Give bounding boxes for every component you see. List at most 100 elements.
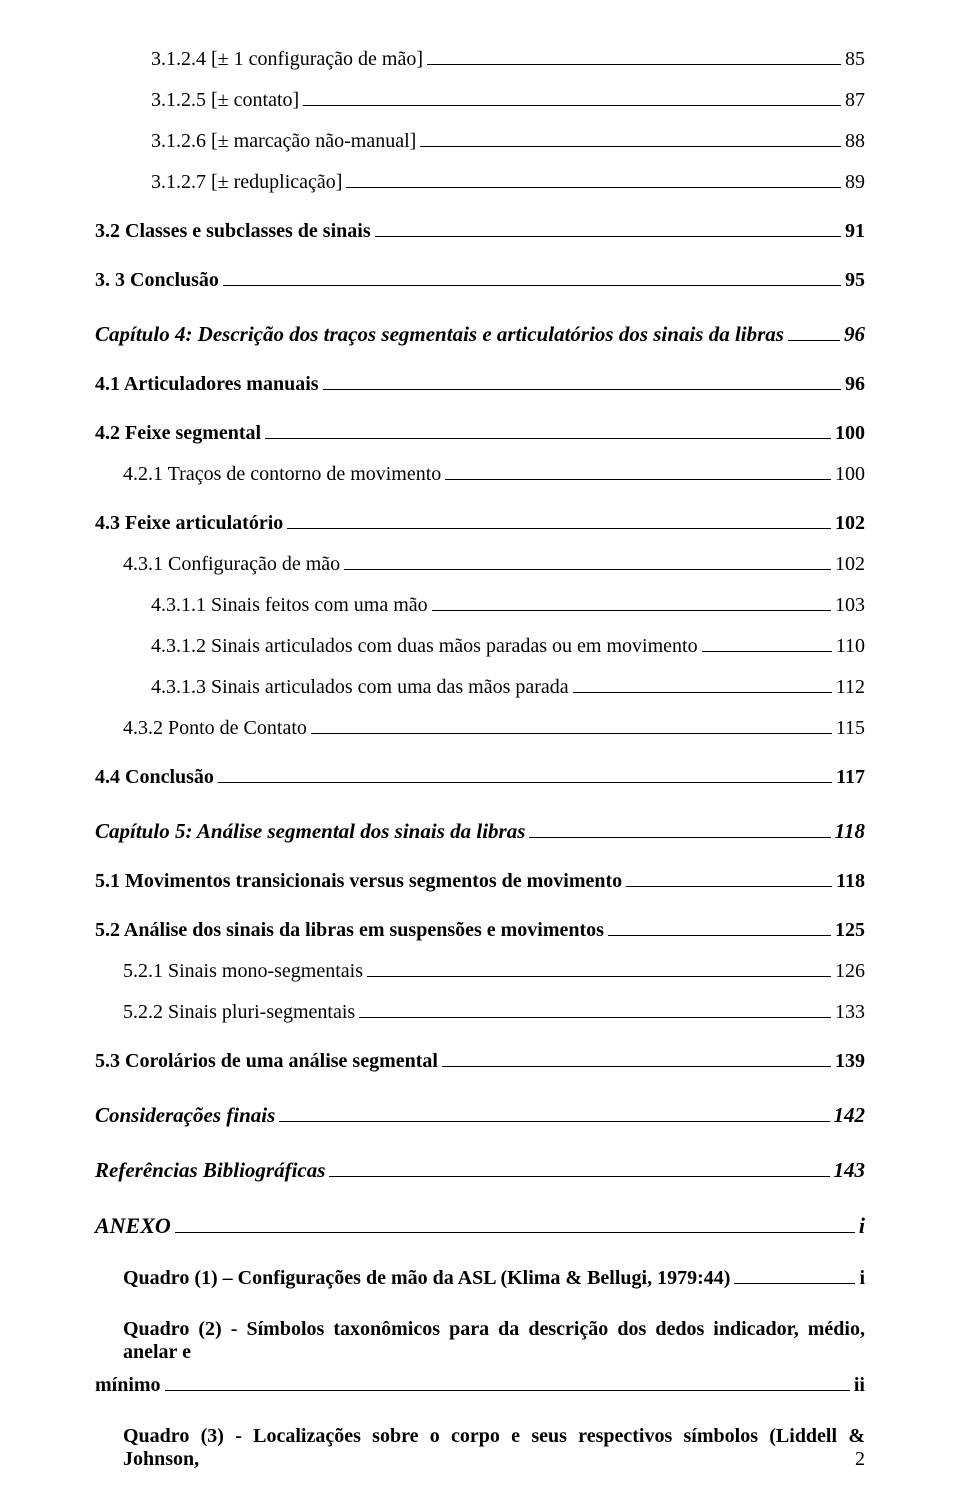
toc-entry: 3.1.2.6 [± marcação não-manual] 88 [95, 130, 865, 153]
toc-entry: 3.1.2.4 [± 1 configuração de mão] 85 [95, 48, 865, 71]
toc-leader [311, 733, 832, 734]
toc-label: 4.3.1 Configuração de mão [123, 553, 340, 576]
toc-label: 3.1.2.4 [± 1 configuração de mão] [151, 48, 423, 71]
toc-leader [175, 1232, 855, 1233]
toc-label: 5.1 Movimentos transicionais versus segm… [95, 870, 622, 893]
quadro-entry: Quadro (2) - Símbolos taxonômicos para d… [95, 1318, 865, 1397]
toc-leader [346, 187, 841, 188]
toc-entry: 3. 3 Conclusão 95 [95, 269, 865, 292]
toc-chapter: Considerações finais 142 [95, 1103, 865, 1128]
toc-leader [420, 146, 841, 147]
toc-leader [265, 438, 831, 439]
toc-leader [427, 64, 841, 65]
toc-entry: 4.3.1 Configuração de mão 102 [95, 553, 865, 576]
toc-entry: 3.1.2.5 [± contato] 87 [95, 89, 865, 112]
toc-leader [702, 651, 832, 652]
toc-page: 115 [836, 717, 865, 740]
toc-entry: 4.3.1.3 Sinais articulados com uma das m… [95, 676, 865, 699]
toc-leader [734, 1283, 855, 1284]
toc-leader [608, 935, 831, 936]
toc-label: 5.2.1 Sinais mono-segmentais [123, 960, 363, 983]
toc-page: 87 [845, 89, 865, 112]
toc-leader [442, 1066, 831, 1067]
toc-chapter: Referências Bibliográficas 143 [95, 1158, 865, 1183]
quadro-page: i [859, 1267, 865, 1290]
toc-page: 133 [835, 1001, 865, 1024]
toc-label: 4.4 Conclusão [95, 766, 214, 789]
toc-page: 118 [835, 819, 865, 844]
quadro-entry: Quadro (1) – Configurações de mão da ASL… [95, 1267, 865, 1290]
toc-leader [287, 528, 831, 529]
toc-leader [223, 285, 841, 286]
toc-page: 102 [835, 512, 865, 535]
toc-label: 3. 3 Conclusão [95, 269, 219, 292]
quadro-label: Quadro (1) – Configurações de mão da ASL… [123, 1267, 730, 1290]
toc-label: 4.2 Feixe segmental [95, 422, 261, 445]
toc-entry: 4.2.1 Traços de contorno de movimento 10… [95, 463, 865, 486]
toc-page: 142 [834, 1103, 866, 1128]
toc-label: 5.3 Corolários de uma análise segmental [95, 1050, 438, 1073]
toc-entry: 5.2.1 Sinais mono-segmentais 126 [95, 960, 865, 983]
toc-leader [329, 1176, 829, 1177]
toc-page: 96 [845, 373, 865, 396]
toc-entry: 5.1 Movimentos transicionais versus segm… [95, 870, 865, 893]
page-container: 3.1.2.4 [± 1 configuração de mão] 85 3.1… [0, 0, 960, 1511]
toc-leader [323, 389, 841, 390]
toc-label: 4.2.1 Traços de contorno de movimento [123, 463, 441, 486]
toc-leader [218, 782, 832, 783]
quadro-page: ii [854, 1374, 865, 1397]
toc-entry: 5.2.2 Sinais pluri-segmentais 133 [95, 1001, 865, 1024]
toc-entry: 4.3.1.1 Sinais feitos com uma mão 103 [95, 594, 865, 617]
toc-label: 5.2.2 Sinais pluri-segmentais [123, 1001, 355, 1024]
toc-label: 4.3.2 Ponto de Contato [123, 717, 307, 740]
quadro-label: Quadro (3) - Localizações sobre o corpo … [123, 1425, 865, 1470]
toc-entry: 5.3 Corolários de uma análise segmental … [95, 1050, 865, 1073]
toc-entry: 4.2 Feixe segmental 100 [95, 422, 865, 445]
toc-page: 91 [845, 220, 865, 243]
toc-page: 126 [835, 960, 865, 983]
toc-leader [359, 1017, 831, 1018]
toc-page: 100 [835, 463, 865, 486]
quadro-entry: Quadro (3) - Localizações sobre o corpo … [95, 1425, 865, 1471]
toc-entry: 3.1.2.7 [± reduplicação] 89 [95, 171, 865, 194]
toc-page: 118 [836, 870, 865, 893]
toc-page: 117 [836, 766, 865, 789]
toc-label: 4.3.1.1 Sinais feitos com uma mão [151, 594, 428, 617]
toc-entry: 5.2 Análise dos sinais da libras em susp… [95, 919, 865, 942]
toc-leader [626, 886, 832, 887]
toc-chapter: Capítulo 5: Análise segmental dos sinais… [95, 819, 865, 844]
toc-page: 139 [835, 1050, 865, 1073]
toc-page: 96 [844, 322, 865, 347]
toc-label: 4.1 Articuladores manuais [95, 373, 319, 396]
toc-label: Referências Bibliográficas [95, 1158, 325, 1183]
toc-page: 102 [835, 553, 865, 576]
toc-leader [432, 610, 831, 611]
toc-entry: 4.4 Conclusão 117 [95, 766, 865, 789]
toc-entry: 4.1 Articuladores manuais 96 [95, 373, 865, 396]
toc-page: 143 [834, 1158, 866, 1183]
toc-leader [529, 837, 830, 838]
toc-page: 88 [845, 130, 865, 153]
toc-leader [303, 105, 841, 106]
toc-label: 3.2 Classes e subclasses de sinais [95, 220, 371, 243]
toc-label: 3.1.2.6 [± marcação não-manual] [151, 130, 416, 153]
toc-page: 125 [835, 919, 865, 942]
toc-leader [367, 976, 831, 977]
toc-page: 100 [835, 422, 865, 445]
page-number: 2 [855, 1448, 865, 1471]
toc-label: Capítulo 4: Descrição dos traços segment… [95, 322, 784, 347]
toc-page: 89 [845, 171, 865, 194]
toc-page: i [859, 1213, 865, 1239]
toc-leader [344, 569, 831, 570]
toc-label: 3.1.2.7 [± reduplicação] [151, 171, 342, 194]
toc-page: 95 [845, 269, 865, 292]
toc-label: ANEXO [95, 1213, 171, 1239]
toc-label: 3.1.2.5 [± contato] [151, 89, 299, 112]
toc-label: Capítulo 5: Análise segmental dos sinais… [95, 819, 525, 844]
toc-page: 85 [845, 48, 865, 71]
toc-chapter: Capítulo 4: Descrição dos traços segment… [95, 322, 865, 347]
toc-leader [445, 479, 831, 480]
toc-leader [573, 692, 832, 693]
toc-label: Considerações finais [95, 1103, 275, 1128]
toc-page: 103 [835, 594, 865, 617]
